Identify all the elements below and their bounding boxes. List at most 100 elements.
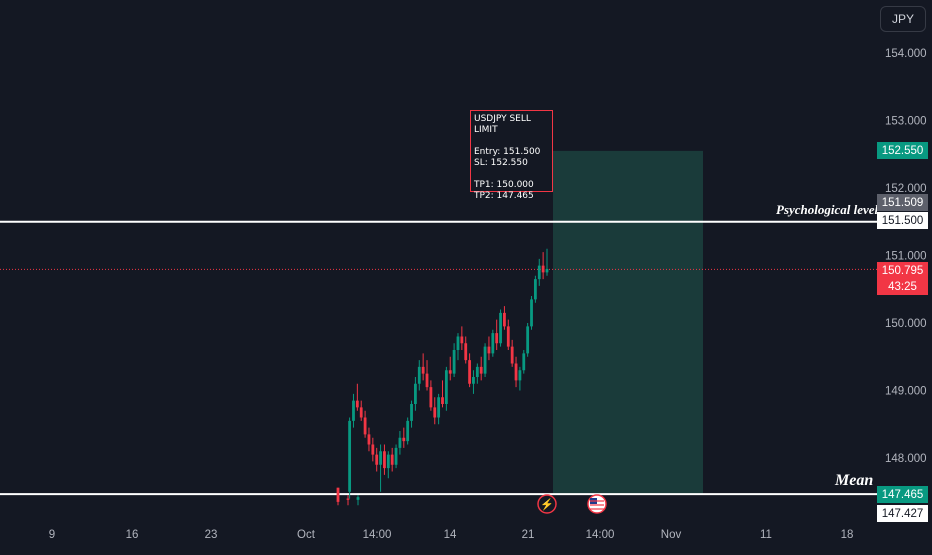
price-axis[interactable]: 154.000 153.000 152.000 151.000 150.000 149.0… bbox=[885, 48, 927, 465]
candle-body bbox=[533, 279, 537, 300]
y-tick-label: 153.000 bbox=[885, 116, 927, 128]
candle-body bbox=[367, 434, 371, 445]
candle-body bbox=[348, 420, 352, 492]
candle-body bbox=[530, 299, 533, 327]
candle-body bbox=[510, 346, 514, 364]
candle-body bbox=[363, 417, 367, 435]
candle-body bbox=[437, 397, 441, 418]
x-tick-label: 14:00 bbox=[363, 529, 392, 541]
x-tick-label: 21 bbox=[522, 529, 535, 541]
candle-body bbox=[394, 447, 398, 465]
candle-body bbox=[506, 326, 510, 347]
y-tick-label: 151.000 bbox=[885, 251, 927, 263]
y-tick-label: 152.000 bbox=[885, 183, 927, 195]
trade-note[interactable]: USDJPY SELL LIMIT Entry: 151.500 SL: 152… bbox=[470, 110, 553, 201]
trade-note-title: USDJPY SELL LIMIT bbox=[474, 114, 531, 135]
candle-body bbox=[433, 407, 437, 418]
y-tick-label: 154.000 bbox=[885, 48, 927, 60]
candle-body bbox=[483, 346, 487, 374]
candle-body bbox=[541, 265, 545, 273]
entry-price-tag: 151.500 bbox=[877, 212, 928, 229]
x-tick-label: 18 bbox=[841, 529, 854, 541]
candle-body bbox=[346, 498, 350, 500]
x-tick-label: 9 bbox=[49, 529, 55, 541]
candle-body bbox=[390, 454, 394, 465]
candle-body bbox=[421, 366, 425, 374]
x-tick-label: 11 bbox=[760, 529, 772, 541]
candle-body bbox=[499, 312, 502, 344]
lowest-price-tag: 147.427 bbox=[877, 505, 928, 522]
candle-body bbox=[410, 404, 413, 421]
current-price-tag: 150.795 bbox=[877, 262, 928, 279]
candle-body bbox=[448, 370, 452, 374]
candlestick-series bbox=[336, 248, 549, 506]
candle-body bbox=[545, 269, 549, 273]
mean-label: Mean bbox=[835, 472, 874, 489]
y-tick-label: 150.000 bbox=[885, 318, 927, 330]
candle-body bbox=[479, 366, 483, 374]
candle-body bbox=[495, 333, 499, 344]
candle-body bbox=[429, 387, 433, 408]
trade-note-entry: Entry: 151.500 bbox=[474, 147, 541, 157]
x-tick-label: 23 bbox=[205, 529, 218, 541]
candle-body bbox=[371, 444, 375, 455]
candle-body bbox=[414, 383, 417, 404]
position-zone-rect[interactable] bbox=[553, 150, 703, 495]
candle-body bbox=[356, 497, 360, 500]
currency-button[interactable]: JPY bbox=[880, 6, 926, 32]
take-profit-price-tag: 147.465 bbox=[877, 486, 928, 503]
candle-body bbox=[472, 377, 475, 384]
candle-body bbox=[456, 336, 460, 350]
x-tick-label: Nov bbox=[661, 529, 682, 541]
candle-body bbox=[444, 370, 448, 404]
candle-body bbox=[383, 451, 386, 469]
trade-note-tp2: TP2: 147.465 bbox=[474, 191, 534, 201]
countdown-tag: 43:25 bbox=[877, 278, 928, 295]
lightning-icon[interactable] bbox=[537, 494, 557, 514]
candle-body bbox=[491, 333, 495, 354]
candle-body bbox=[475, 366, 479, 377]
candle-body bbox=[375, 454, 379, 465]
x-tick-label: 14 bbox=[444, 529, 457, 541]
lightning-glyph: ⚡ bbox=[540, 498, 554, 511]
candle-body bbox=[460, 336, 464, 344]
stop-loss-price-tag: 152.550 bbox=[877, 142, 928, 159]
candle-body bbox=[487, 346, 491, 354]
candle-body bbox=[355, 400, 359, 408]
candle-body bbox=[452, 350, 456, 374]
level-lines[interactable] bbox=[0, 220, 877, 496]
candle-body bbox=[464, 343, 468, 361]
candle-body bbox=[386, 454, 390, 469]
candle-body bbox=[468, 360, 471, 384]
candle-body bbox=[522, 353, 526, 371]
candle-body bbox=[406, 420, 410, 442]
candle-body bbox=[379, 451, 382, 465]
candle-body bbox=[425, 373, 429, 388]
event-markers[interactable]: ⚡ bbox=[537, 494, 607, 514]
trade-note-tp1: TP1: 150.000 bbox=[474, 180, 534, 190]
candle-body bbox=[503, 312, 506, 327]
psychological-level-label: Psychological level bbox=[776, 202, 879, 217]
time-axis[interactable]: 9 16 23 Oct 14:00 14 21 14:00 Nov 11 18 bbox=[49, 529, 854, 541]
x-tick-label: 14:00 bbox=[586, 529, 615, 541]
x-tick-label: Oct bbox=[297, 529, 316, 541]
candle-body bbox=[352, 400, 355, 421]
candle-body bbox=[441, 397, 444, 404]
candle-body bbox=[514, 363, 518, 381]
crosshair-price-tag: 151.509 bbox=[877, 194, 928, 211]
position-zone[interactable] bbox=[553, 150, 703, 495]
candle-body bbox=[537, 265, 541, 280]
candle-body bbox=[417, 366, 421, 384]
candle-body bbox=[402, 437, 406, 442]
y-tick-label: 149.000 bbox=[885, 386, 927, 398]
candle-body bbox=[526, 326, 530, 354]
candle-body bbox=[359, 407, 363, 418]
x-tick-label: 16 bbox=[126, 529, 139, 541]
candle-body bbox=[398, 437, 402, 448]
candle-body bbox=[518, 370, 522, 381]
y-tick-label: 148.000 bbox=[885, 453, 927, 465]
trade-note-sl: SL: 152.550 bbox=[474, 158, 528, 168]
candle-body bbox=[336, 487, 340, 502]
